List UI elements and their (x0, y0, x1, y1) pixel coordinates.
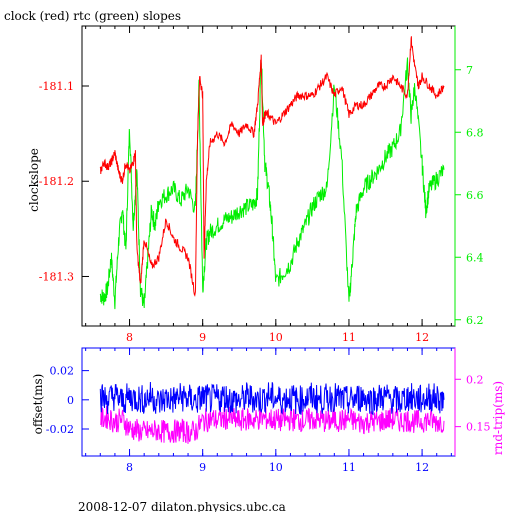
y-right-tick-label: 6.6 (466, 189, 484, 202)
footer-caption: 2008-12-07 dilaton.physics.ubc.ca (78, 500, 286, 512)
top-ylabel: clockslope (27, 148, 41, 212)
x-tick-label: 12 (415, 461, 429, 474)
bottom-ylabel-left: offset(ms) (31, 374, 45, 435)
y-left-tick-label: -181.1 (39, 80, 74, 93)
y-right-tick-label: 6.8 (466, 126, 484, 139)
top-series-group (99, 36, 445, 310)
series-rtc-line (99, 57, 445, 310)
y-right-tick-label: 6.2 (466, 314, 484, 327)
y-right-tick-label: 0.2 (466, 373, 484, 386)
y-left-tick-label: 0.02 (50, 365, 75, 378)
x-tick-label: 9 (199, 461, 206, 474)
y-left-tick-label: -181.2 (39, 175, 74, 188)
y-right-tick-label: 6.4 (466, 251, 484, 264)
y-left-tick-label: 0 (67, 394, 74, 407)
x-tick-label: 11 (342, 331, 356, 344)
y-right-tick-label: 7 (466, 64, 473, 77)
series-offset-line (99, 381, 445, 416)
bottom-ticks-group: 8 9 10 11 12 0.02 0 -0.02 0.2 0.15 (46, 348, 491, 474)
chart-title: clock (red) rtc (green) slopes (4, 9, 181, 23)
series-rndtrip-line (100, 405, 445, 444)
series-clock-line (99, 36, 445, 297)
x-tick-label: 10 (269, 331, 283, 344)
x-tick-label: 12 (415, 331, 429, 344)
x-tick-label: 9 (199, 331, 206, 344)
top-ticks-group: 8 9 10 11 12 -181.1 -181.2 -181.3 7 6.8 6.6 6.4 6.2 (39, 26, 484, 344)
y-left-tick-label: -181.3 (39, 270, 74, 283)
bottom-series-group (99, 381, 445, 444)
y-right-tick-label: 0.15 (466, 421, 491, 434)
x-tick-label: 11 (342, 461, 356, 474)
x-tick-label: 8 (126, 461, 133, 474)
x-tick-label: 10 (269, 461, 283, 474)
x-tick-label: 8 (126, 331, 133, 344)
y-left-tick-label: -0.02 (46, 423, 74, 436)
bottom-ylabel-right: rnd-trip(ms) (491, 381, 505, 455)
